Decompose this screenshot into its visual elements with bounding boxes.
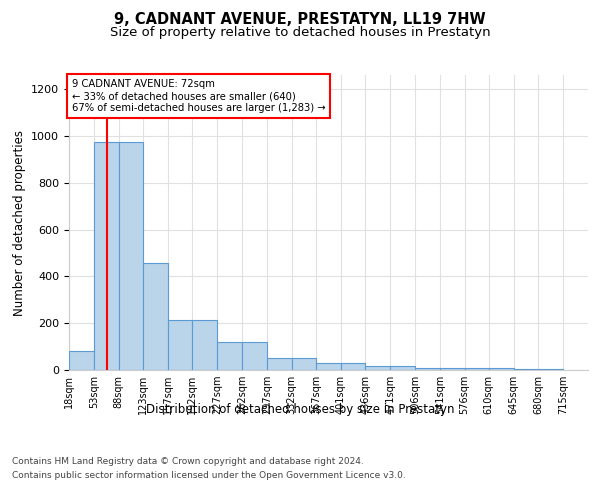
Bar <box>464 368 489 370</box>
Text: 9, CADNANT AVENUE, PRESTATYN, LL19 7HW: 9, CADNANT AVENUE, PRESTATYN, LL19 7HW <box>114 12 486 28</box>
Bar <box>316 364 341 370</box>
Bar <box>341 364 365 370</box>
Bar <box>390 366 415 370</box>
Text: Contains HM Land Registry data © Crown copyright and database right 2024.: Contains HM Land Registry data © Crown c… <box>12 458 364 466</box>
Bar <box>538 369 563 370</box>
Bar <box>167 320 193 370</box>
Bar <box>440 368 464 370</box>
Bar <box>94 142 119 370</box>
Text: Size of property relative to detached houses in Prestatyn: Size of property relative to detached ho… <box>110 26 490 39</box>
Bar <box>415 368 440 370</box>
Bar <box>267 358 292 370</box>
Text: Contains public sector information licensed under the Open Government Licence v3: Contains public sector information licen… <box>12 471 406 480</box>
Bar <box>292 358 316 370</box>
Bar <box>217 342 242 370</box>
Bar <box>365 366 390 370</box>
Y-axis label: Number of detached properties: Number of detached properties <box>13 130 26 316</box>
Bar <box>514 369 538 370</box>
Bar <box>69 352 94 370</box>
Text: Distribution of detached houses by size in Prestatyn: Distribution of detached houses by size … <box>146 402 454 415</box>
Bar <box>143 264 167 370</box>
Bar <box>489 368 514 370</box>
Bar <box>193 320 217 370</box>
Bar <box>242 342 267 370</box>
Text: 9 CADNANT AVENUE: 72sqm
← 33% of detached houses are smaller (640)
67% of semi-d: 9 CADNANT AVENUE: 72sqm ← 33% of detache… <box>71 80 325 112</box>
Bar <box>119 142 143 370</box>
